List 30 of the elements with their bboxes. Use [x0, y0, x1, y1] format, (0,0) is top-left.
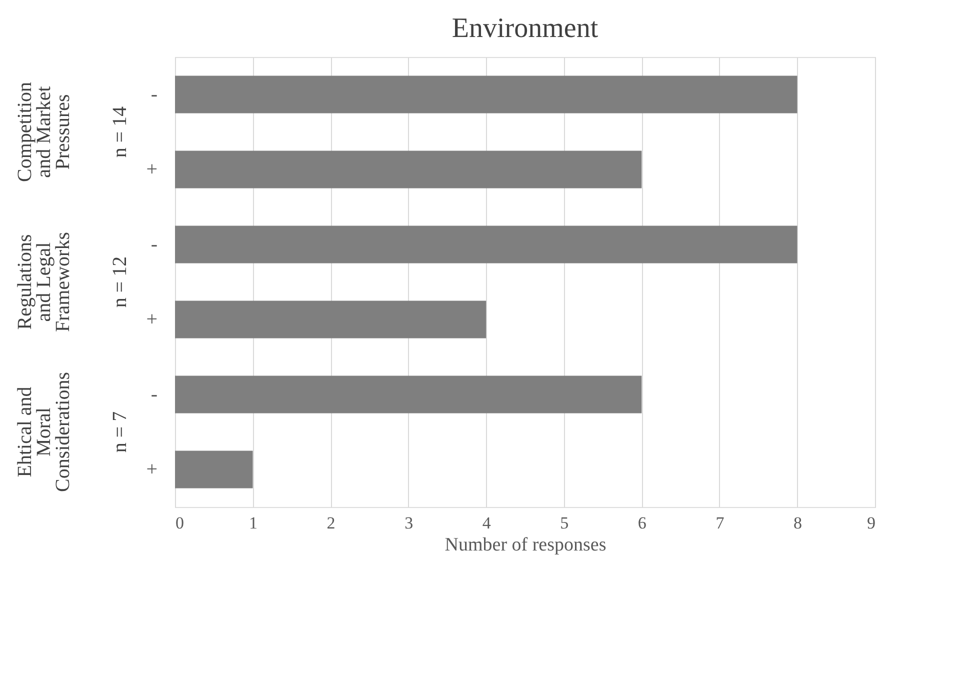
y-tick-label: +: [146, 158, 158, 180]
x-tick-label: 8: [793, 514, 802, 532]
text: n = 14: [109, 106, 131, 158]
y-tick-label: -: [150, 234, 158, 256]
text: n = 7: [109, 411, 131, 453]
y-tick-label: +: [146, 458, 158, 480]
x-tick-label: 4: [482, 514, 492, 532]
text: n = 12: [109, 256, 131, 308]
x-tick-label: 5: [560, 514, 569, 532]
bar: [175, 376, 642, 414]
x-tick-label: 3: [404, 514, 414, 532]
bar: [175, 226, 798, 264]
y-tick-label: +: [146, 308, 158, 330]
chart-title: Environment: [452, 13, 598, 44]
x-tick-label: 7: [716, 514, 725, 532]
bar: [175, 450, 253, 488]
text: Competition and Market Pressures: [14, 82, 74, 182]
x-tick-label: 6: [638, 514, 646, 532]
text: Regulations and Legal Frameworks: [14, 232, 74, 332]
x-tick-label: 2: [326, 514, 336, 532]
y-tick-label: -: [150, 384, 158, 406]
bar: [175, 300, 486, 338]
y-tick-label: -: [150, 84, 158, 106]
bar: [175, 150, 642, 188]
x-tick-label: 1: [249, 514, 258, 532]
x-axis-title: Number of responses: [444, 534, 606, 556]
text: Ehtical and Moral Considerations: [14, 372, 74, 492]
x-tick-label: 0: [176, 514, 184, 532]
bar: [175, 76, 798, 114]
x-tick-label: 9: [867, 514, 876, 532]
